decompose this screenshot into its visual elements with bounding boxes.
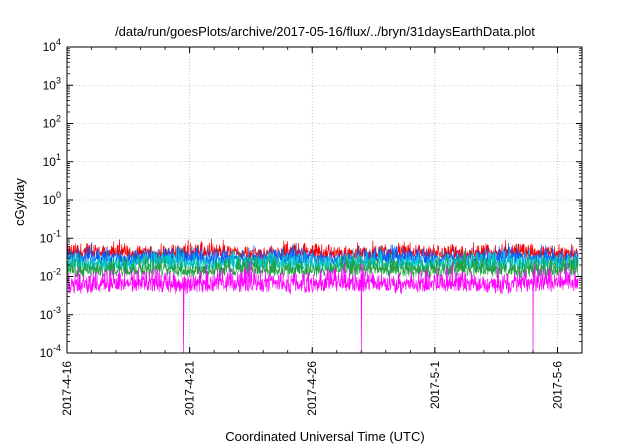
y-tick-label: 10-4: [40, 343, 61, 360]
y-tick-label: 103: [43, 75, 61, 92]
y-tick-label: 101: [43, 152, 61, 169]
x-ticks: 2017-4-16 2017-4-21 2017-4-26 2017-5-1 2017-…: [60, 47, 583, 416]
y-tick-label: 10-3: [40, 305, 61, 322]
y-tick-label: 10-1: [40, 228, 61, 245]
x-axis-label: Coordinated Universal Time (UTC): [225, 429, 424, 444]
y-axis-label: cGy/day: [12, 178, 27, 226]
y-tick-label: 10-2: [40, 267, 61, 284]
x-tick-label: 2017-5-6: [550, 361, 564, 409]
series-line: [66, 260, 579, 354]
x-tick-label: 2017-4-26: [305, 361, 319, 416]
grid: [66, 46, 582, 354]
series-line: [66, 245, 579, 272]
y-tick-label: 102: [43, 114, 61, 131]
y-tick-label: 104: [43, 37, 61, 54]
x-tick-label: 2017-5-1: [428, 361, 442, 409]
axes: [66, 46, 583, 354]
x-tick-label: 2017-4-21: [183, 361, 197, 416]
x-tick-label: 2017-4-16: [60, 361, 74, 416]
series-layer: [66, 238, 579, 354]
y-ticks: 10-4 10-3 10-2 10-1 100 101 102 103 104: [40, 37, 582, 360]
chart-title: /data/run/goesPlots/archive/2017-05-16/f…: [115, 24, 535, 39]
plot-frame: [66, 46, 583, 354]
y-tick-label: 100: [43, 190, 61, 207]
